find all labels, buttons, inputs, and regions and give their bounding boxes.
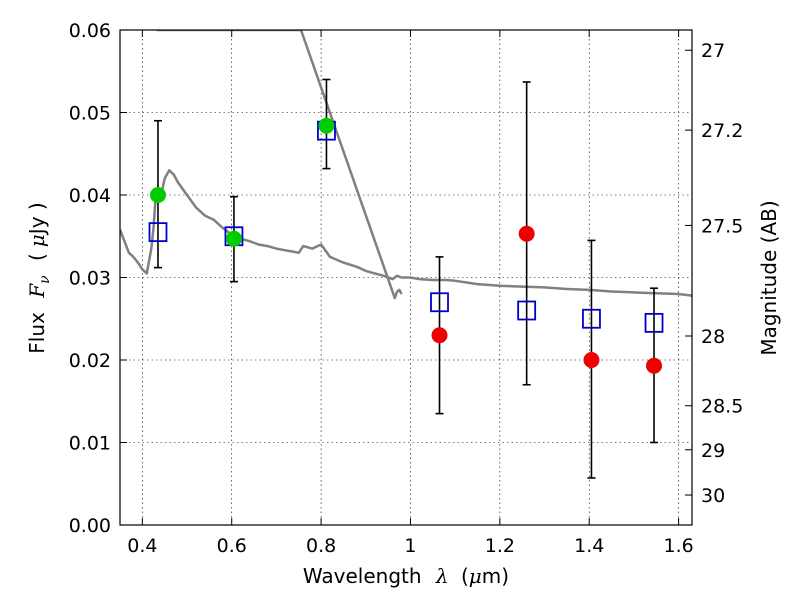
mag-tick-label: 28 [701,326,725,348]
y-axis-unit-mu: μ [25,234,49,247]
x-tick-label: 1.4 [574,535,604,557]
tick-marks [120,29,692,526]
x-tick-label: 1.2 [485,535,515,557]
mag-tick-label: 27.2 [701,120,743,142]
observed-flux-point [518,225,535,242]
mag-tick-label: 28.5 [701,396,743,418]
x-axis-unit-rest: m) [482,564,509,588]
y-tick-label: 0.06 [69,20,111,42]
model-flux-square [148,222,168,243]
x-tick-label: 0.4 [127,535,157,557]
y-tick-label: 0.05 [69,103,111,125]
mag-tick-label: 29 [701,440,725,462]
x-axis-label: Wavelength λ (μm) [303,564,509,588]
model-flux-square [517,300,537,321]
y-axis-unit-open: ( [25,253,49,261]
y-tick-label: 0.04 [69,185,111,207]
observed-flux-point [646,357,663,374]
y-tick-label: 0.01 [69,433,111,455]
grid-lines [120,29,692,526]
x-tick-label: 0.6 [217,535,247,557]
y-tick-label: 0.03 [69,268,111,290]
tick-labels: 0.4 0.6 0.8 1 1.2 1.4 1.6 0.00 0.01 0.02 0.03 0.04 0… [69,20,744,557]
x-axis-unit-mu: μ [469,564,482,588]
x-axis-lambda: λ [435,564,449,588]
y-axis-label-text: Flux [25,312,49,354]
data-layer [120,30,692,479]
model-flux-square [582,308,601,329]
x-tick-label: 0.8 [306,535,336,557]
mag-tick-label: 30 [701,485,725,507]
y-axis-label: Flux Fν ( μJy ) [25,202,54,353]
mag-tick-label: 27 [701,40,725,62]
y-tick-label: 0.00 [69,515,111,537]
x-tick-label: 1.6 [663,535,693,557]
observed-flux-point [225,230,242,247]
template-spectrum-line [120,169,692,297]
model-flux-square [430,292,449,313]
observed-flux-point [149,187,166,203]
observed-flux-point [431,327,448,344]
y2-axis-label: Magnitude (AB) [757,200,781,355]
x-axis-unit-open: ( [461,564,469,588]
y-axis-nu: ν [37,275,53,284]
observed-flux-point [583,352,600,368]
y-tick-label: 0.02 [69,350,111,372]
template-spectrum-line [156,30,403,300]
x-tick-label: 1 [404,535,416,557]
y-axis-unit-rest: Jy ) [25,202,49,236]
model-flux-square [644,312,664,333]
observed-flux-point [318,117,335,134]
x-axis-label-text: Wavelength [303,564,422,588]
mag-tick-label: 27.5 [701,215,743,237]
y-axis-f: F [25,283,49,299]
